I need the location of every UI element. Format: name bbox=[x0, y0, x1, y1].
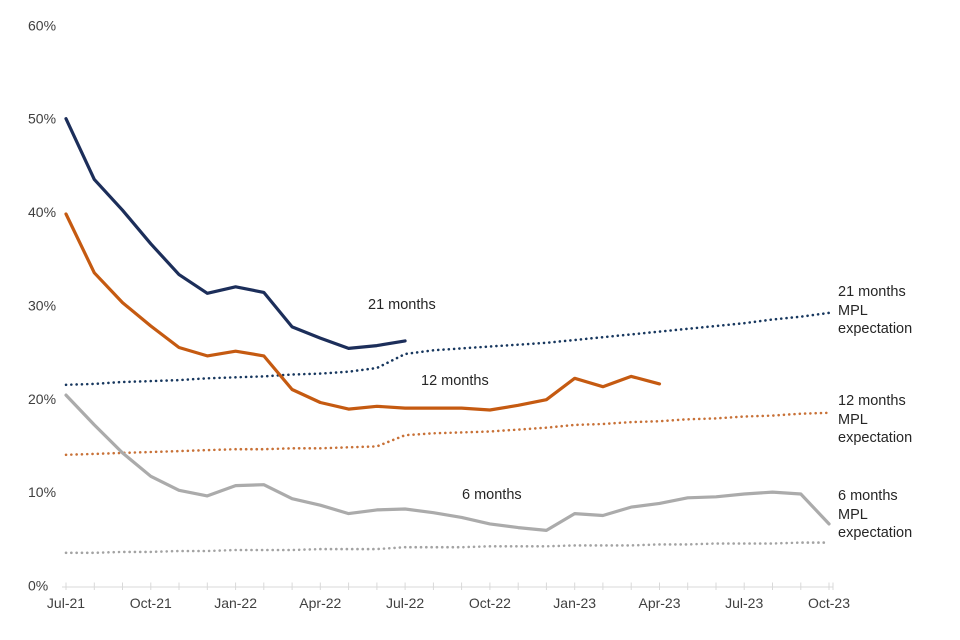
x-axis-tick-label: Oct-21 bbox=[130, 595, 172, 611]
y-axis-tick-label: 40% bbox=[28, 204, 56, 220]
y-axis-tick-label: 50% bbox=[28, 111, 56, 127]
series-label-21-months-mpl-expectation: 21 months MPL expectation bbox=[838, 283, 912, 339]
label-line: expectation bbox=[838, 430, 913, 446]
x-axis-tick-label: Jul-23 bbox=[725, 595, 763, 611]
label-line: expectation bbox=[838, 525, 913, 541]
x-axis-tick-label: Oct-22 bbox=[469, 595, 511, 611]
label-line: MPL bbox=[838, 302, 868, 319]
series-label-12-months: 12 months bbox=[421, 373, 489, 389]
y-axis-tick-label: 60% bbox=[28, 17, 56, 33]
x-axis-tick-label: Oct-23 bbox=[808, 595, 850, 611]
series-label-21-months: 21 months bbox=[368, 297, 436, 313]
label-line: 6 months bbox=[838, 488, 898, 504]
series-line-12-months-mpl-expectation bbox=[64, 411, 831, 457]
label-line: expectation bbox=[838, 321, 913, 337]
series-line-6-months bbox=[64, 393, 831, 533]
x-axis-tick-label: Jul-22 bbox=[386, 595, 424, 611]
series-label-12-months-mpl-expectation: 12 months MPL expectation bbox=[838, 392, 912, 448]
x-axis-tick-label: Jan-23 bbox=[553, 595, 596, 611]
series-line-21-months bbox=[64, 117, 407, 350]
label-line: 12 months bbox=[838, 393, 906, 409]
series-label-6-months: 6 months bbox=[462, 487, 522, 503]
y-axis-tick-label: 10% bbox=[28, 484, 56, 500]
series-line-21-months-mpl-expectation bbox=[64, 311, 831, 387]
x-axis-tick-label: Apr-23 bbox=[638, 595, 680, 611]
x-axis-tick-label: Jan-22 bbox=[214, 595, 257, 611]
label-line: 21 months bbox=[838, 284, 906, 300]
series-line-12-months bbox=[64, 212, 662, 412]
series-line-6-months-mpl-expectation bbox=[64, 541, 831, 555]
label-line: MPL bbox=[838, 506, 868, 523]
series-label-6-months-mpl-expectation: 6 months MPL expectation bbox=[838, 487, 912, 543]
y-axis-tick-label: 30% bbox=[28, 297, 56, 313]
y-axis-tick-label: 20% bbox=[28, 391, 56, 407]
x-axis-tick-label: Jul-21 bbox=[47, 595, 85, 611]
x-axis-tick-label: Apr-22 bbox=[299, 595, 341, 611]
y-axis-tick-label: 0% bbox=[28, 578, 48, 594]
label-line: MPL bbox=[838, 411, 868, 428]
